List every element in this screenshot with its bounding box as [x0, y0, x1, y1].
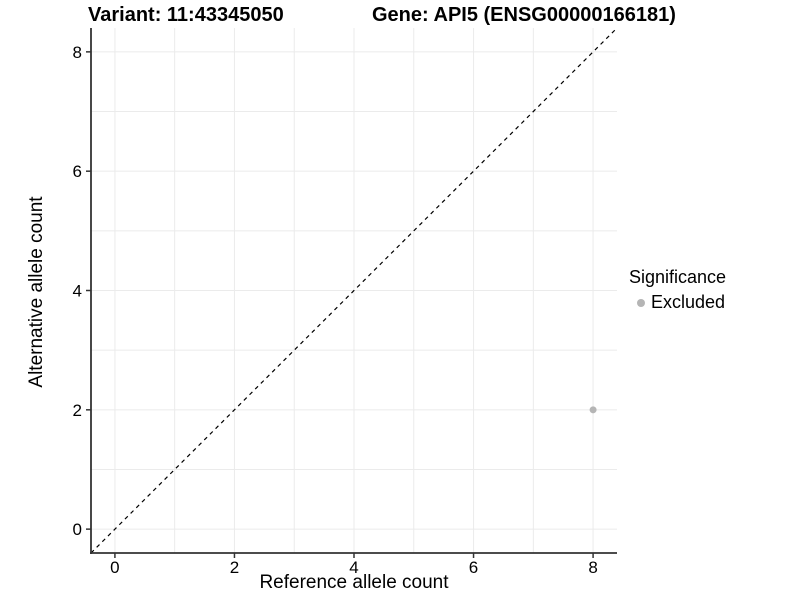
x-axis-tick-label: 2 [230, 558, 239, 577]
plot-title-gene: Gene: API5 (ENSG00000166181) [372, 4, 676, 26]
plot-title-variant: Variant: 11:43345050 [88, 4, 284, 26]
legend-item-excluded: Excluded [629, 292, 726, 313]
data-point [589, 406, 597, 414]
y-axis-tick-label: 8 [73, 43, 82, 62]
x-axis-tick-label: 0 [110, 558, 119, 577]
x-axis-tick-label: 6 [469, 558, 478, 577]
x-axis-title: Reference allele count [259, 572, 449, 593]
y-axis-tick-label: 2 [73, 401, 82, 420]
y-axis-title: Alternative allele count [26, 196, 47, 388]
y-axis-tick-label: 0 [73, 520, 82, 539]
y-axis-tick-label: 6 [73, 162, 82, 181]
legend: Significance Excluded [629, 267, 726, 313]
legend-item-label: Excluded [651, 292, 726, 312]
legend-title: Significance [629, 267, 727, 287]
legend-point-icon [637, 298, 645, 307]
y-axis-tick-label: 4 [73, 282, 82, 301]
x-axis-tick-label: 4 [349, 558, 358, 577]
x-axis-tick-label: 8 [588, 558, 597, 577]
identity-reference-line [90, 27, 618, 554]
